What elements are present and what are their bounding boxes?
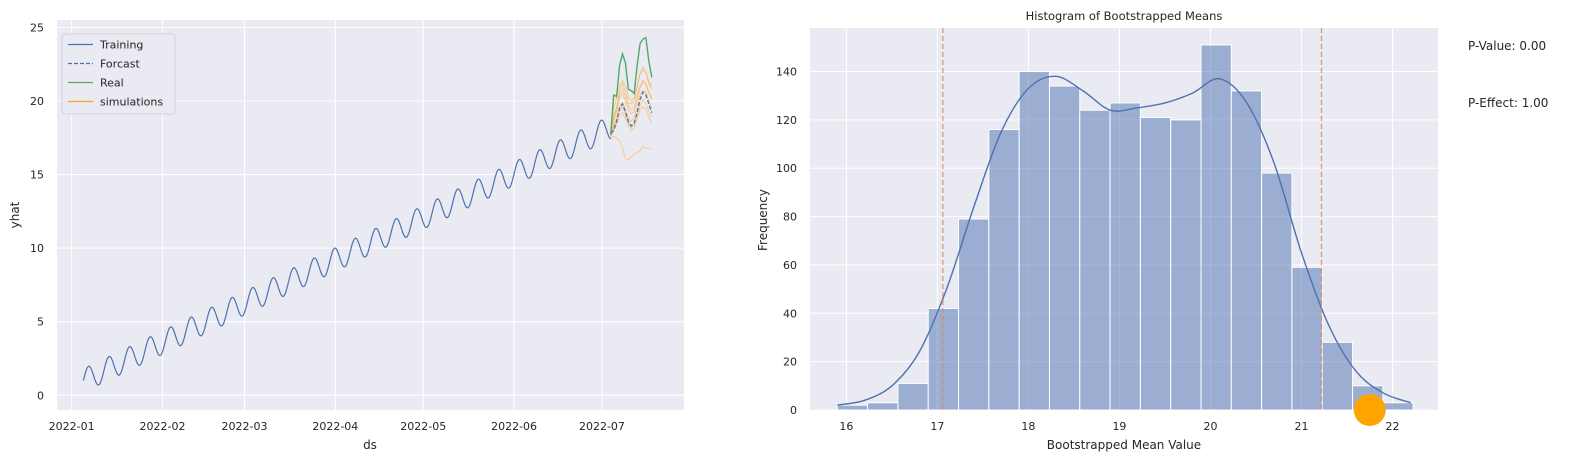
forecast-chart: 2022-01 2022-02 2022-03 2022-04 2022-05 2022-… [8, 20, 684, 452]
histogram-bar [988, 129, 1020, 411]
histogram-kde [837, 75, 1411, 406]
legend-box [61, 33, 176, 115]
forecast-x-label: ds [363, 438, 377, 452]
forecast-y-ticks: 0 5 10 15 20 25 [30, 21, 44, 402]
histogram-bar [1261, 172, 1293, 411]
legend-label-simulations: simulations [100, 96, 163, 109]
histogram-x-tick-label: 16 [839, 420, 853, 433]
forecast-y-tick-label: 10 [30, 242, 44, 255]
histogram-bar [1109, 102, 1141, 411]
histogram-y-tick-label: 120 [776, 114, 797, 127]
histogram-chart: 16 17 18 19 20 21 22 0 20 40 60 80 100 120 140 Histog… [756, 9, 1438, 452]
forecast-y-tick-label: 25 [30, 21, 44, 34]
simulation-line [610, 69, 653, 132]
histogram-bar [1170, 119, 1202, 411]
forecast-legend: Training Forcast Real simulations [61, 33, 176, 115]
histogram-bar [1048, 85, 1081, 411]
histogram-title: Histogram of Bootstrapped Means [1026, 9, 1223, 23]
forecast-line [610, 90, 653, 134]
histogram-bar [897, 382, 929, 411]
histogram-y-tick-label: 60 [783, 259, 797, 272]
kde-curve [837, 75, 1411, 406]
simulation-line [610, 90, 653, 135]
histogram-y-tick-label: 0 [790, 404, 797, 417]
simulation-line [610, 135, 652, 161]
forecast-grid [57, 20, 684, 410]
histogram-x-tick-label: 21 [1294, 420, 1308, 433]
forecast-y-tick-label: 20 [30, 95, 44, 108]
histogram-bar [1079, 109, 1111, 411]
histogram-bar [1382, 402, 1414, 411]
histogram-bar [1139, 116, 1172, 411]
histogram-y-tick-label: 140 [776, 66, 797, 79]
histogram-marker [1353, 394, 1386, 426]
forecast-y-tick-label: 0 [37, 389, 44, 402]
histogram-bar [1291, 266, 1323, 411]
histogram-x-label: Bootstrapped Mean Value [1047, 438, 1201, 452]
forecast-x-tick-label: 2022-04 [312, 420, 358, 433]
forecast-x-tick-label: 2022-05 [400, 420, 446, 433]
histogram-bar [1018, 71, 1050, 411]
simulation-line [610, 106, 653, 138]
legend-label-training: Training [99, 39, 143, 52]
histogram-y-label: Frequency [756, 189, 770, 251]
histogram-x-ticks: 16 17 18 19 20 21 22 [839, 420, 1399, 433]
real-line [610, 36, 653, 135]
forecast-y-label: yhat [8, 201, 22, 228]
histogram-bar [1200, 44, 1232, 411]
histogram-x-tick-label: 19 [1112, 420, 1126, 433]
forecast-x-tick-label: 2022-01 [49, 420, 95, 433]
training-line [82, 119, 612, 386]
forecast-y-tick-label: 15 [30, 169, 44, 182]
forecast-x-tick-label: 2022-02 [139, 420, 185, 433]
simulation-line [610, 98, 653, 133]
histogram-y-tick-label: 40 [783, 307, 797, 320]
histogram-x-tick-label: 20 [1203, 420, 1217, 433]
p-value-label: P-Value: 0.00 [1468, 39, 1546, 53]
histogram-bar [1230, 90, 1263, 411]
forecast-x-tick-label: 2022-07 [579, 420, 625, 433]
forecast-x-tick-label: 2022-03 [222, 420, 268, 433]
forecast-x-tick-label: 2022-06 [491, 420, 537, 433]
histogram-x-tick-label: 18 [1021, 420, 1035, 433]
simulation-line [610, 81, 653, 137]
p-effect-label: P-Effect: 1.00 [1468, 96, 1548, 110]
histogram-x-tick-label: 17 [930, 420, 944, 433]
legend-label-forecast: Forcast [100, 58, 140, 71]
histogram-bar [836, 404, 869, 411]
histogram-y-tick-label: 20 [783, 356, 797, 369]
histogram-y-tick-label: 80 [783, 211, 797, 224]
forecast-series [82, 36, 653, 386]
observed-value-marker [1353, 394, 1386, 426]
simulation-line [610, 66, 653, 134]
histogram-y-ticks: 0 20 40 60 80 100 120 140 [776, 66, 797, 417]
histogram-bar [958, 218, 990, 411]
histogram-x-tick-label: 22 [1385, 420, 1399, 433]
histogram-bar [867, 402, 899, 411]
forecast-y-tick-label: 5 [37, 316, 44, 329]
forecast-x-ticks: 2022-01 2022-02 2022-03 2022-04 2022-05 2022-… [49, 420, 625, 433]
histogram-bar [1321, 341, 1354, 411]
histogram-y-tick-label: 100 [776, 162, 797, 175]
legend-label-real: Real [100, 77, 124, 90]
